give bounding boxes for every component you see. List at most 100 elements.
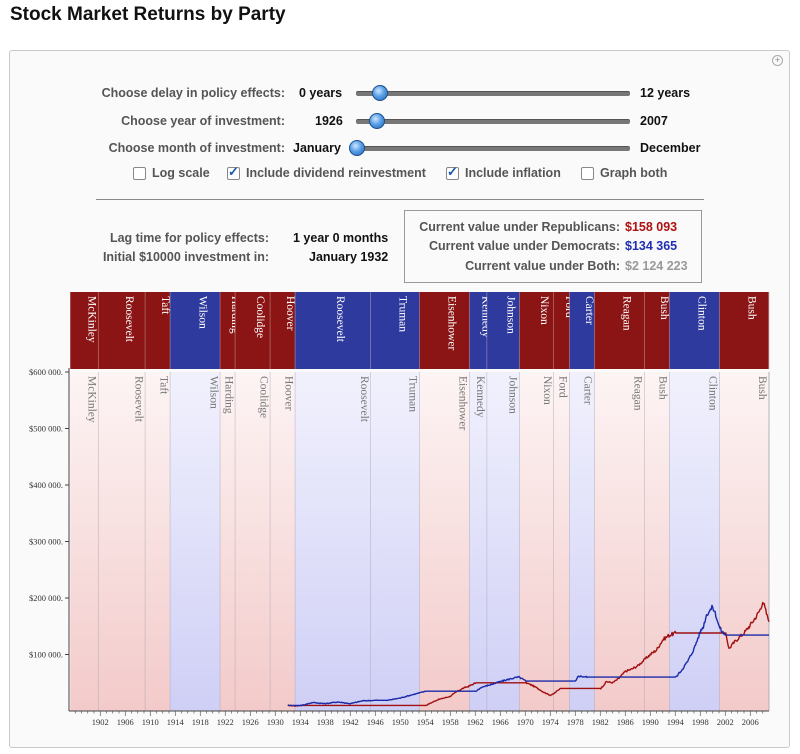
- term-background: [519, 372, 554, 711]
- x-tick-label: 1950: [392, 717, 409, 727]
- x-tick-label: 1974: [542, 717, 560, 727]
- president-plot-label: Eisenhower: [457, 376, 469, 430]
- checkbox-box[interactable]: [581, 166, 594, 180]
- checkbox-box[interactable]: [133, 166, 146, 180]
- month-label: Choose month of investment:: [108, 141, 285, 155]
- term-band: [270, 292, 296, 369]
- term-background: [669, 372, 720, 711]
- president-band-label: Bush: [658, 296, 670, 320]
- president-band-label: Taft: [159, 296, 171, 315]
- democrat-series-line: [287, 604, 769, 707]
- year-slider-track[interactable]: [356, 119, 630, 124]
- president-plot-label: Johnson: [507, 376, 519, 414]
- president-plot-label: McKinley: [85, 376, 97, 423]
- inflation-checkbox[interactable]: Include inflation: [446, 164, 561, 180]
- x-tick-label: 1910: [142, 717, 159, 727]
- page-title: Stock Market Returns by Party: [10, 4, 286, 25]
- delay-label: Choose delay in policy effects:: [101, 86, 285, 100]
- initial-label: Initial $10000 investment in:: [102, 250, 269, 264]
- president-plot-label: Wilson: [207, 376, 219, 409]
- president-band-label: Reagan: [621, 296, 633, 331]
- x-tick-label: 1994: [667, 717, 685, 727]
- x-tick-label: 1966: [492, 717, 509, 727]
- term-background: [145, 372, 171, 711]
- x-tick-label: 1938: [317, 717, 334, 727]
- year-slider-thumb[interactable]: [369, 113, 386, 129]
- both-value: $2 124 223: [625, 259, 688, 273]
- expand-icon[interactable]: +: [772, 55, 783, 66]
- divider: [96, 199, 704, 200]
- term-band: [70, 292, 99, 369]
- term-band: [719, 292, 769, 369]
- president-plot-label: Truman: [407, 376, 419, 412]
- delay-max-label: 12 years: [640, 86, 691, 100]
- term-background: [469, 372, 488, 711]
- dem-value-label: Current value under Democrats:: [428, 239, 620, 253]
- both-value-label: Current value under Both:: [465, 259, 620, 273]
- x-tick-label: 1954: [417, 717, 435, 727]
- president-band-label: Carter: [583, 296, 595, 325]
- x-tick-label: 1934: [292, 717, 310, 727]
- x-tick-label: 1990: [642, 717, 659, 727]
- x-tick-label: 1946: [367, 717, 384, 727]
- term-background: [220, 372, 236, 711]
- x-tick-label: 1998: [692, 717, 709, 727]
- y-tick-label: $300 000.: [29, 537, 63, 547]
- month-slider-track[interactable]: [356, 146, 630, 151]
- graph-both-checkbox[interactable]: Graph both: [581, 166, 667, 180]
- y-tick-label: $500 000.: [29, 424, 63, 434]
- x-tick-label: 1958: [442, 717, 459, 727]
- checkbox-box[interactable]: [446, 164, 459, 180]
- month-min-label: January: [293, 141, 341, 155]
- value-box: Current value under Republicans: $158 09…: [404, 210, 702, 283]
- x-tick-label: 1930: [267, 717, 284, 727]
- delay-slider-thumb[interactable]: [371, 85, 388, 101]
- rep-value: $158 093: [625, 220, 678, 234]
- delay-min-label: 0 years: [299, 86, 343, 100]
- dividend-checkbox[interactable]: Include dividend reinvestment: [227, 164, 426, 180]
- year-label: Choose year of investment:: [121, 114, 285, 128]
- president-plot-label: Harding: [222, 376, 234, 414]
- term-background: [295, 372, 371, 711]
- president-band-label: Hoover: [284, 296, 296, 331]
- y-tick-label: $600 000.: [29, 367, 63, 377]
- term-background: [594, 372, 645, 711]
- president-band-label: Nixon: [538, 296, 550, 325]
- term-background: [170, 372, 221, 711]
- x-tick-label: 1978: [567, 717, 584, 727]
- president-band-label: Bush: [745, 296, 757, 320]
- term-background: [270, 372, 296, 711]
- month-slider-thumb[interactable]: [349, 140, 365, 156]
- delay-slider-track[interactable]: [356, 91, 630, 96]
- x-tick-label: 1902: [92, 717, 109, 727]
- president-plot-label: Coolidge: [257, 376, 269, 418]
- checkbox-label: Include inflation: [465, 166, 561, 180]
- president-plot-label: Reagan: [632, 376, 644, 411]
- checkbox-box[interactable]: [227, 164, 240, 180]
- term-background: [98, 372, 146, 711]
- lag-value: 1 year 0 months: [293, 231, 389, 245]
- log-scale-checkbox[interactable]: Log scale: [133, 166, 210, 180]
- president-plot-label: Bush: [657, 376, 669, 400]
- x-tick-label: 1922: [217, 717, 234, 727]
- republican-series-line: [287, 601, 770, 707]
- president-band-label: Clinton: [696, 296, 708, 331]
- term-band: [170, 292, 221, 369]
- president-band-label: Eisenhower: [446, 296, 458, 350]
- president-band-label: Truman: [396, 296, 408, 332]
- president-plot-label: Kennedy: [474, 376, 486, 418]
- term-background: [370, 372, 420, 711]
- y-tick-label: $400 000.: [29, 480, 63, 490]
- term-background: [569, 372, 595, 711]
- x-tick-label: 2006: [742, 717, 759, 727]
- president-plot-label: Bush: [756, 376, 768, 400]
- term-band: [519, 292, 554, 369]
- dem-value: $134 365: [625, 239, 678, 253]
- term-band: [235, 292, 271, 369]
- term-background: [419, 372, 470, 711]
- x-tick-label: 1906: [117, 717, 134, 727]
- president-plot-label: Roosevelt: [132, 376, 144, 423]
- y-tick-label: $100 000.: [29, 650, 63, 660]
- president-plot-label: Carter: [582, 376, 594, 405]
- checkbox-label: Log scale: [152, 166, 210, 180]
